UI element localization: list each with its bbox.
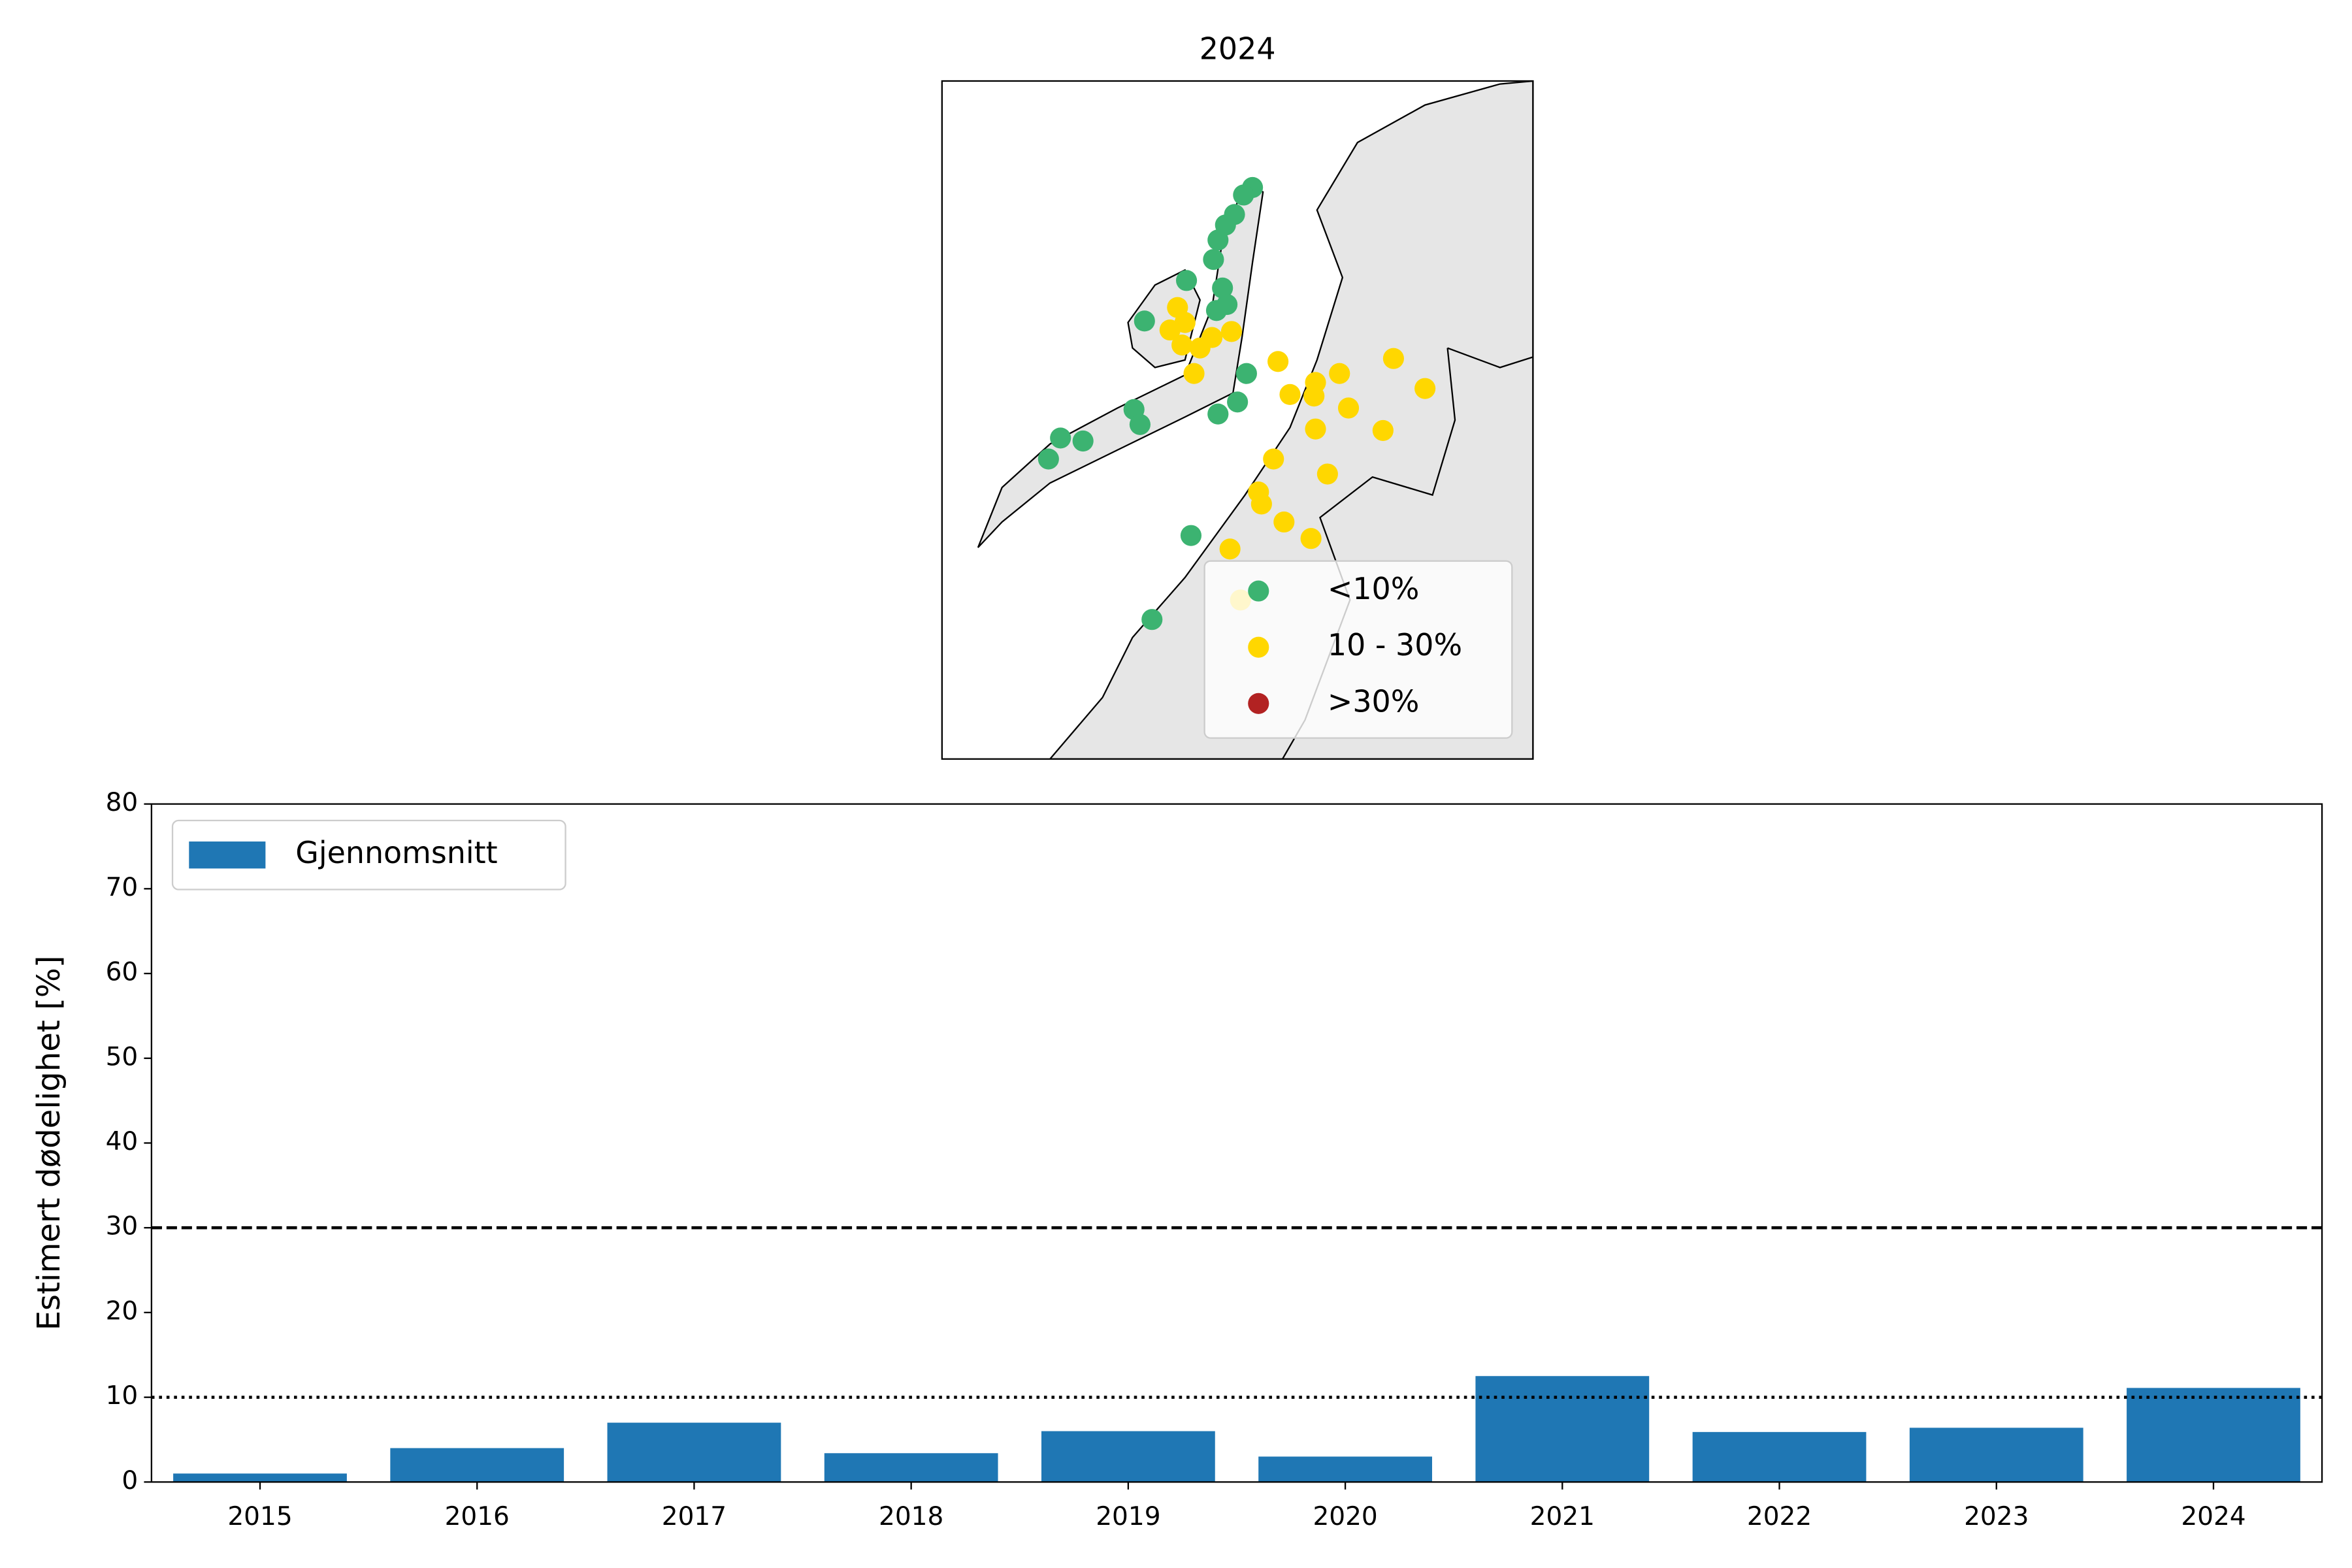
- y-tick-label: 70: [106, 873, 139, 902]
- legend-label: Gjennomsnitt: [295, 835, 497, 870]
- y-tick-label: 60: [106, 958, 139, 987]
- site-marker: [1372, 419, 1394, 442]
- site-marker: [1037, 448, 1059, 470]
- x-tick-label: 2024: [2181, 1502, 2246, 1531]
- legend-box: [1203, 560, 1513, 739]
- bar: [1475, 1376, 1650, 1482]
- x-tick-label: 2022: [1747, 1502, 1812, 1531]
- site-marker: [1303, 385, 1325, 407]
- bar: [173, 1473, 347, 1482]
- site-marker: [1050, 427, 1071, 449]
- y-tick-label: 10: [106, 1381, 139, 1411]
- site-marker: [1207, 229, 1229, 251]
- site-marker: [1176, 270, 1198, 291]
- site-marker: [1219, 538, 1241, 560]
- site-marker: [1382, 348, 1404, 369]
- x-tick-label: 2019: [1096, 1502, 1160, 1531]
- y-tick-label: 0: [122, 1466, 138, 1495]
- site-marker: [1134, 310, 1155, 332]
- site-marker: [1207, 403, 1229, 425]
- bar: [1909, 1428, 2083, 1482]
- site-marker: [1183, 363, 1205, 384]
- site-marker: [1220, 321, 1243, 342]
- site-marker: [1180, 525, 1202, 546]
- bar: [824, 1453, 998, 1482]
- bar: [390, 1448, 564, 1482]
- x-tick-label: 2023: [1964, 1502, 2029, 1531]
- site-marker: [1316, 463, 1338, 485]
- site-marker: [1263, 448, 1284, 470]
- legend-swatch: [189, 841, 266, 869]
- legend-marker: [1248, 580, 1269, 602]
- y-tick-label: 80: [106, 788, 139, 817]
- y-tick-label: 50: [106, 1042, 139, 1071]
- plot-frame: [150, 803, 2323, 1483]
- border: [1447, 347, 1533, 368]
- site-marker: [1129, 414, 1151, 435]
- legend-label: <10%: [1328, 571, 1420, 606]
- site-marker: [1273, 511, 1295, 533]
- site-marker: [1159, 319, 1181, 341]
- bar: [607, 1422, 781, 1482]
- bar: [2127, 1388, 2300, 1482]
- site-marker: [1279, 384, 1301, 405]
- bar-legend: Gjennomsnitt: [171, 819, 566, 890]
- site-marker: [1233, 184, 1254, 206]
- site-marker: [1337, 397, 1360, 419]
- map-legend: <10% 10 - 30% >30%: [1203, 560, 1513, 739]
- bar: [1692, 1431, 1867, 1482]
- site-marker: [1212, 277, 1233, 299]
- legend-marker: [1248, 693, 1269, 714]
- legend-box: [171, 819, 566, 890]
- y-tick-label: 20: [106, 1296, 139, 1326]
- bar: [1041, 1431, 1215, 1482]
- site-marker: [1203, 249, 1224, 270]
- y-axis-label: Estimert dødelighet [%]: [31, 955, 67, 1330]
- x-tick-label: 2017: [662, 1502, 727, 1531]
- y-tick-label: 40: [106, 1127, 139, 1156]
- site-marker: [1250, 493, 1272, 515]
- x-tick-label: 2021: [1530, 1502, 1595, 1531]
- site-marker: [1235, 363, 1257, 384]
- site-marker: [1305, 418, 1326, 440]
- legend-marker: [1248, 636, 1269, 658]
- x-tick-label: 2016: [445, 1502, 510, 1531]
- x-tick-label: 2015: [227, 1502, 292, 1531]
- site-marker: [1201, 327, 1223, 348]
- legend-label: 10 - 30%: [1328, 627, 1462, 662]
- bar: [1258, 1456, 1432, 1482]
- legend-label: >30%: [1328, 683, 1420, 719]
- site-marker: [1072, 430, 1094, 452]
- site-marker: [1300, 528, 1322, 549]
- site-marker: [1329, 363, 1350, 384]
- x-tick-label: 2020: [1313, 1502, 1377, 1531]
- site-marker: [1414, 378, 1436, 399]
- site-marker: [1171, 334, 1193, 356]
- site-marker: [1216, 294, 1238, 316]
- map-title: 2024: [1200, 31, 1276, 67]
- site-marker: [1227, 391, 1249, 413]
- x-tick-label: 2018: [879, 1502, 943, 1531]
- y-tick-label: 30: [106, 1212, 139, 1241]
- site-marker: [1267, 351, 1289, 372]
- site-marker: [1141, 609, 1163, 630]
- map-frame: [941, 80, 1534, 760]
